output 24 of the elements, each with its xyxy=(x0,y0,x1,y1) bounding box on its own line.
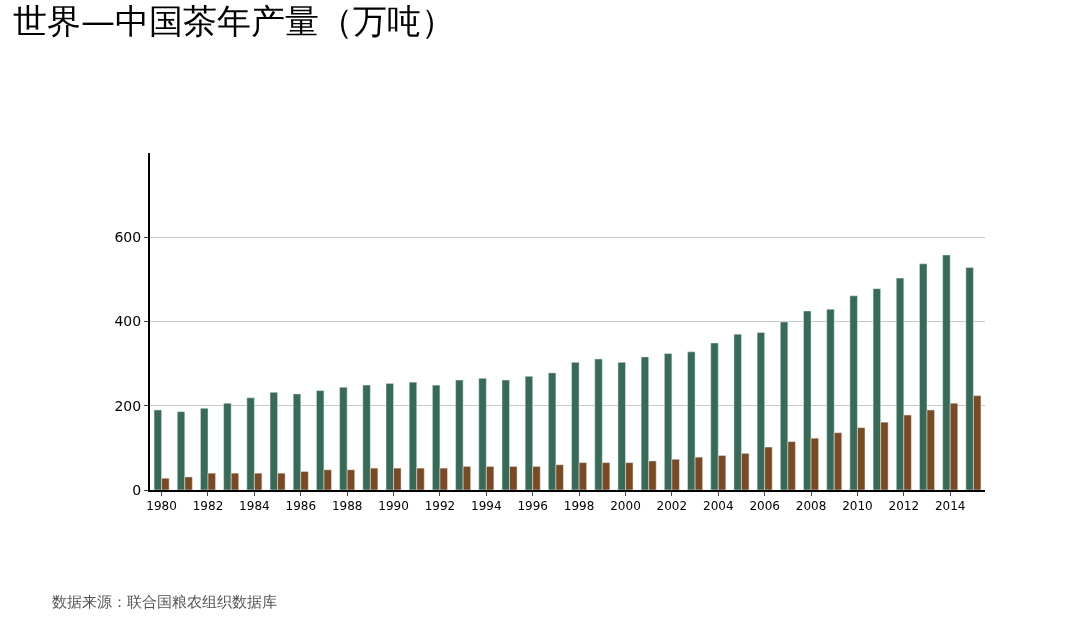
x-tick-label: 1992 xyxy=(424,499,456,514)
x-tick-label: 2004 xyxy=(702,499,734,514)
x-tick-label: 2010 xyxy=(842,499,873,514)
x-tick-label: 1984 xyxy=(239,499,270,514)
x-tick-label: 1994 xyxy=(471,499,502,514)
x-tick-label: 1996 xyxy=(517,499,548,514)
x-tick-label: 1980 xyxy=(146,499,177,514)
x-tick-label: 2012 xyxy=(888,499,920,514)
x-tick-label: 1982 xyxy=(192,499,224,514)
x-tick-label: 2006 xyxy=(749,499,780,514)
source-note: 数据来源：联合国粮农组织数据库 xyxy=(52,593,277,611)
y-tick-label: 400 xyxy=(114,313,142,330)
y-tick-label: 600 xyxy=(114,229,142,246)
chart-title: 世界—中国茶年产量（万吨） xyxy=(12,1,455,42)
x-tick-label: 2000 xyxy=(610,499,641,514)
x-tick-label: 1998 xyxy=(563,499,595,514)
x-tick-label: 1986 xyxy=(285,499,317,514)
x-tick-label: 2002 xyxy=(656,499,688,514)
x-tick-label: 2014 xyxy=(934,499,966,514)
x-tick-label: 1990 xyxy=(378,499,409,514)
y-tick-label: 0 xyxy=(132,481,142,498)
y-tick-label: 200 xyxy=(114,397,142,414)
x-tick-label: 2008 xyxy=(795,499,827,514)
x-tick-label: 1988 xyxy=(331,499,363,514)
